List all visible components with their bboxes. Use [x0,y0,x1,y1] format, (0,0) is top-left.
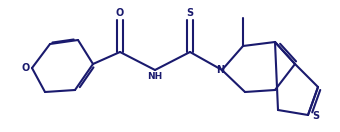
Text: O: O [21,63,29,73]
Text: NH: NH [147,72,163,81]
Text: O: O [116,8,124,18]
Text: N: N [216,65,224,75]
Text: S: S [186,8,193,18]
Text: S: S [312,111,319,121]
